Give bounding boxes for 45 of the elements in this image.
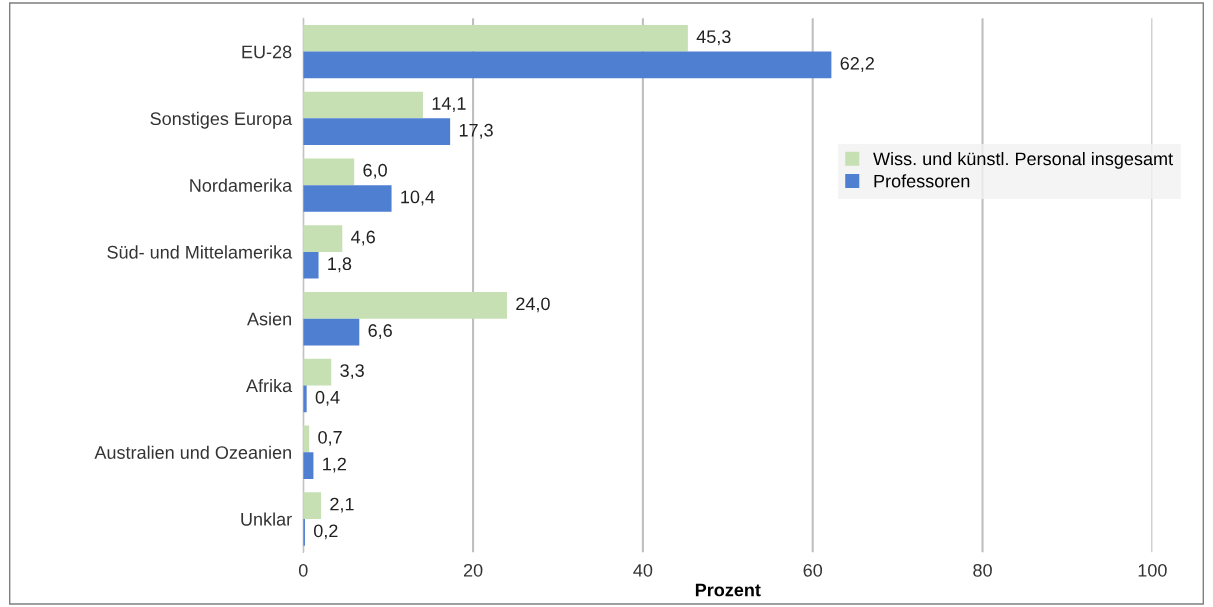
data-label: 6,6 [368, 324, 392, 340]
bar [303, 291, 508, 319]
x-tick-label: 60 [803, 563, 823, 577]
data-label: 2,1 [330, 497, 354, 513]
bar [303, 185, 392, 212]
x-tick-label: 40 [633, 563, 653, 577]
bar [303, 24, 688, 52]
x-tick-label: 100 [1138, 563, 1167, 577]
data-label: 3,3 [340, 364, 364, 380]
x-axis-title: Prozent [695, 583, 761, 597]
y-tick-label: Sonstiges Europa [150, 111, 293, 129]
data-label: 10,4 [401, 190, 435, 206]
y-tick-label: Australien und Ozeanien [94, 445, 291, 459]
bar [303, 225, 343, 252]
data-label: 0,4 [315, 390, 340, 406]
data-label: 1,8 [328, 257, 352, 273]
x-tick-label: 20 [463, 563, 483, 577]
y-tick-label: Nordamerika [190, 178, 293, 192]
data-label: 24,0 [516, 297, 550, 313]
data-label: 62,2 [840, 57, 874, 72]
data-label: 4,6 [351, 230, 375, 246]
bar [303, 118, 451, 146]
data-label: 1,2 [323, 457, 346, 473]
data-label: 0,2 [313, 524, 338, 540]
y-tick-label: Asien [247, 312, 291, 326]
bar [303, 318, 360, 346]
x-tick-label: 80 [973, 563, 992, 577]
bar [303, 51, 832, 79]
bar [303, 158, 355, 186]
data-label: 0,7 [318, 430, 342, 446]
data-label: 17,3 [459, 123, 493, 139]
x-tick-label: 0 [298, 563, 308, 577]
legend-label: Wiss. und künstl. Personal insgesamt [873, 151, 1173, 169]
bar [303, 358, 332, 386]
y-tick-label: Afrika [246, 378, 293, 393]
data-label: 45,3 [696, 30, 731, 46]
legend-label: Professoren [874, 174, 970, 188]
y-tick-label: Süd- und Mittelamerika [107, 245, 293, 259]
y-tick-label: Unklar [241, 512, 292, 526]
bar [303, 91, 423, 119]
data-label: 6,0 [363, 163, 387, 179]
y-tick-label: EU-28 [242, 45, 292, 59]
data-label: 14,1 [432, 97, 466, 112]
bar [303, 251, 319, 279]
bar [303, 492, 322, 519]
